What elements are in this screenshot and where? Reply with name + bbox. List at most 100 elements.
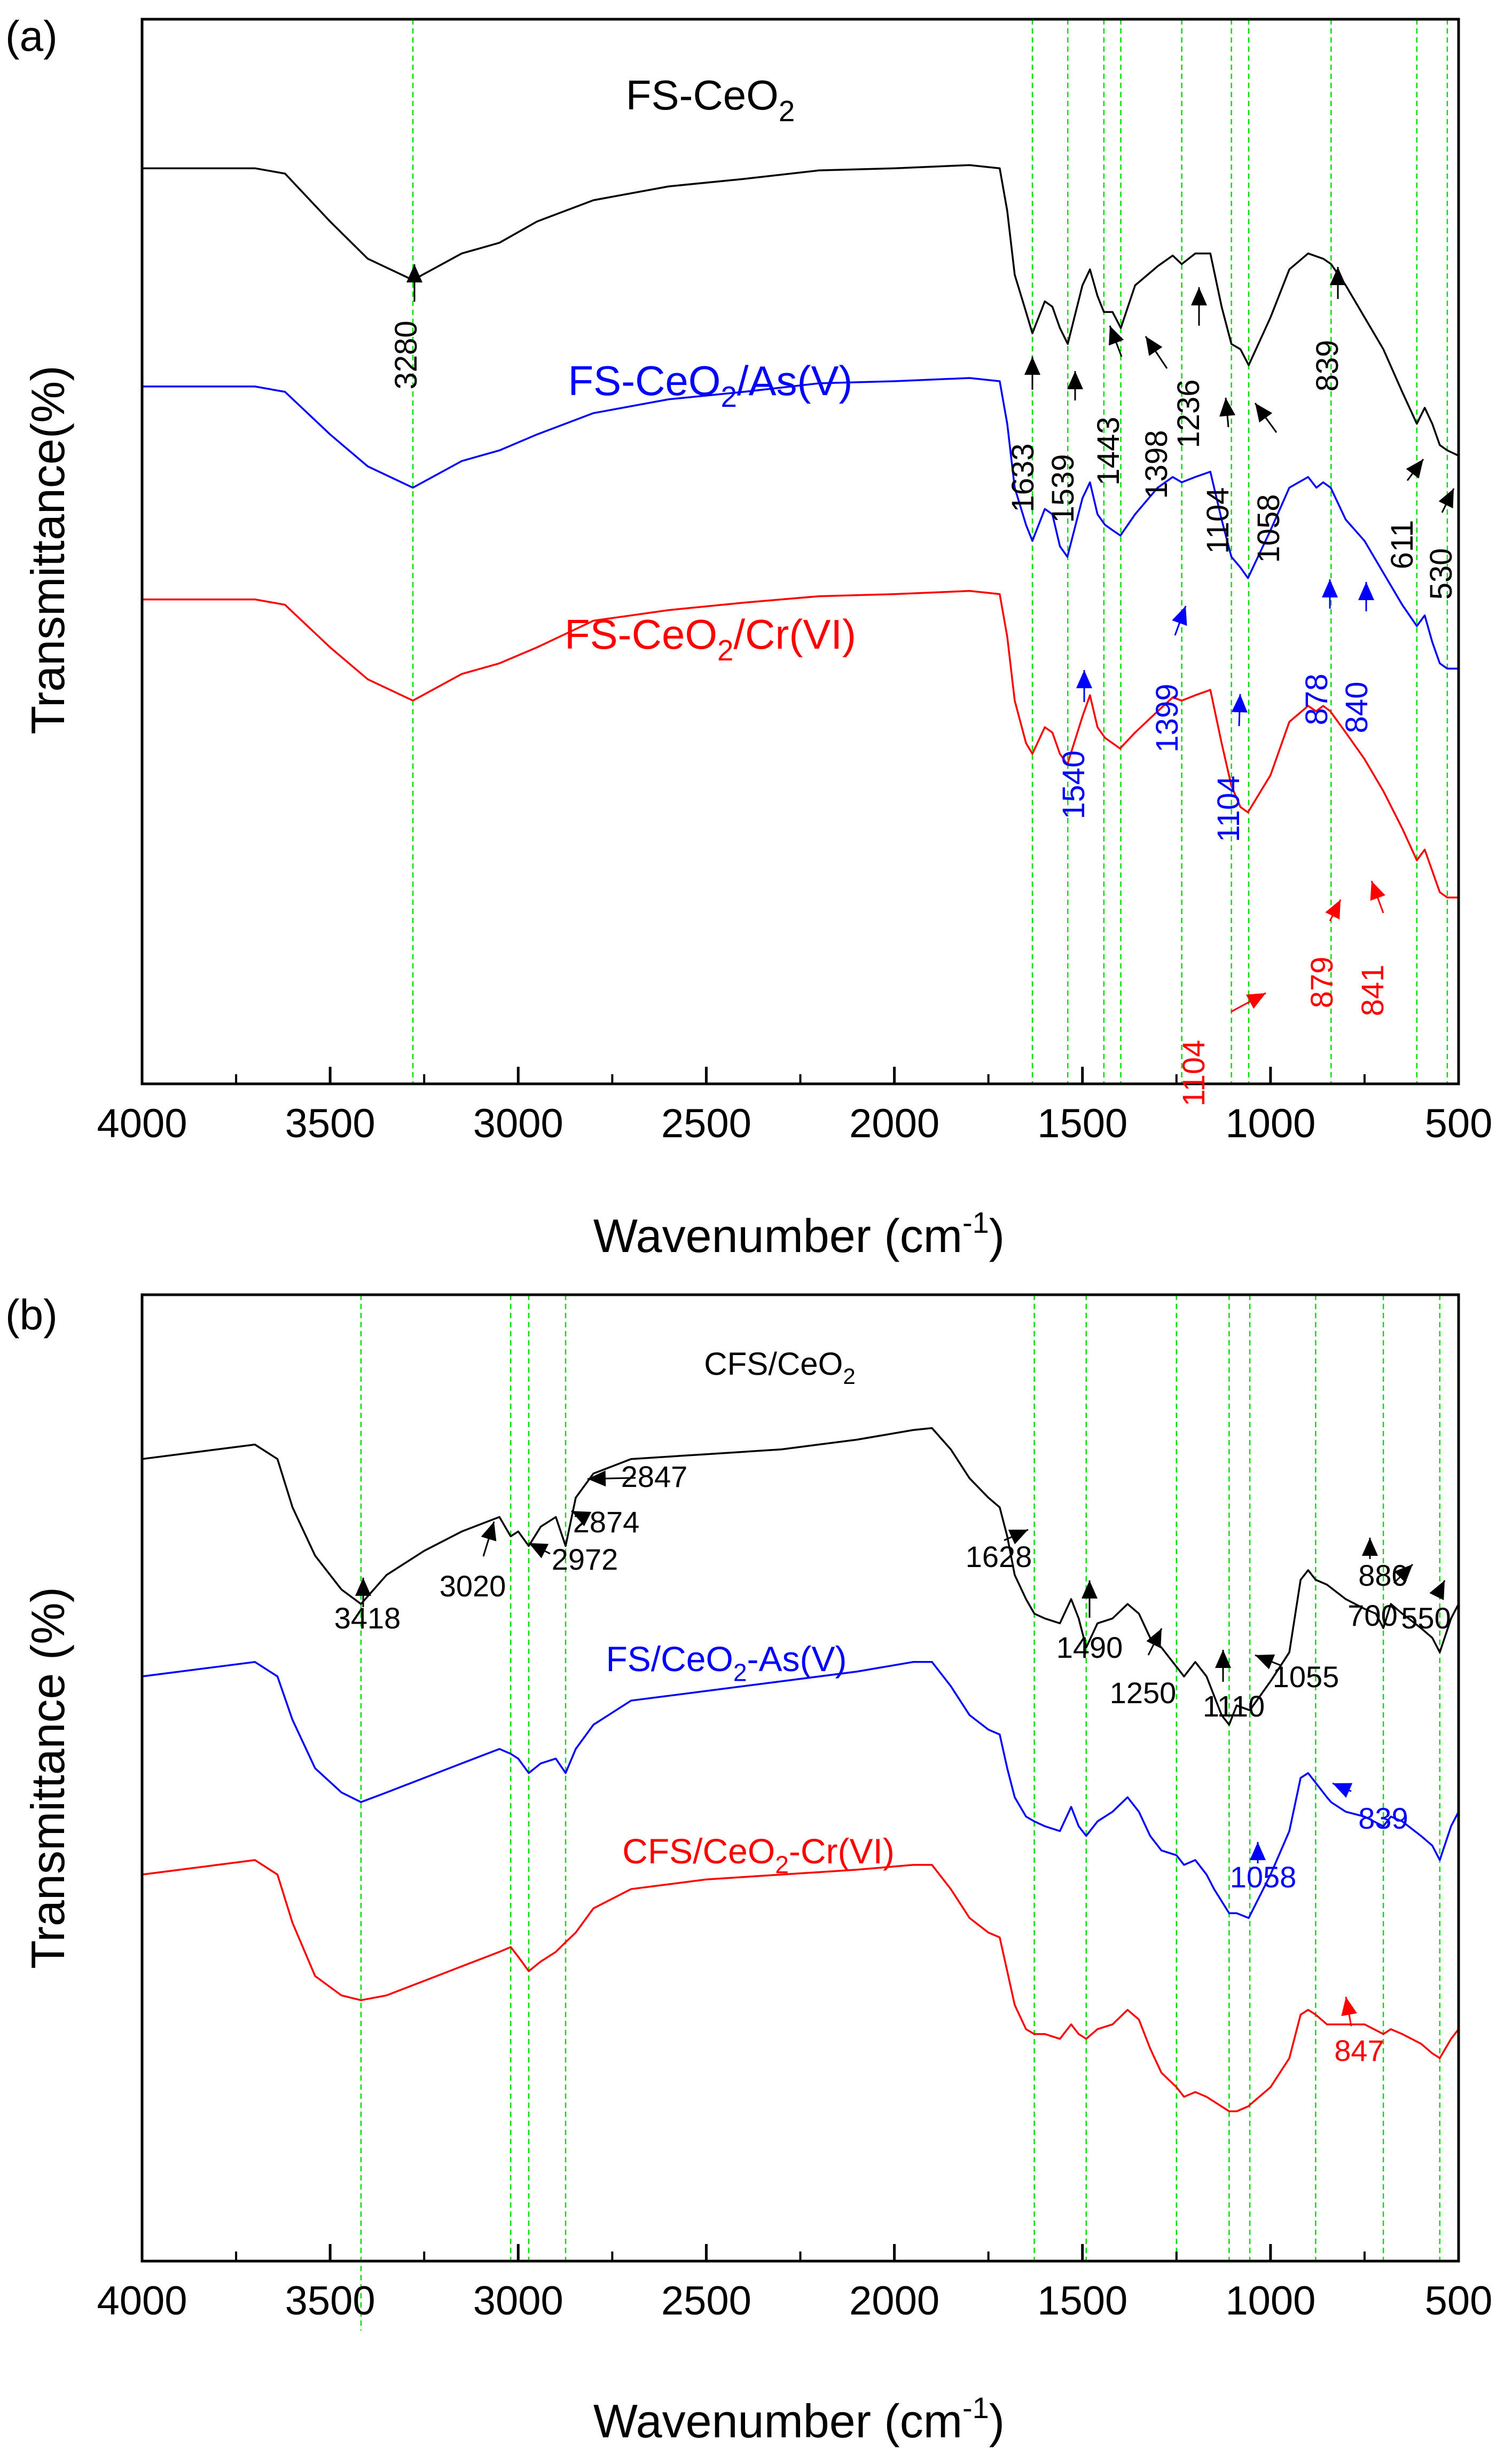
peak-arrow-head (1438, 489, 1454, 509)
x-tick-label: 2500 (661, 2278, 751, 2324)
series-label: FS-CeO2/Cr(VI) (565, 611, 856, 667)
x-axis-label: Wavenumber (cm-1) (593, 1206, 1005, 1262)
peak-label: 1399 (1150, 683, 1185, 752)
peak-arrow-head (1250, 1842, 1266, 1860)
peak-label: 839 (1310, 340, 1345, 392)
peak-arrow-head (406, 264, 422, 282)
peak-label: 1058 (1230, 1860, 1297, 1894)
peak-arrow-head (571, 1511, 592, 1526)
peak-label: 3418 (334, 1601, 401, 1635)
peak-arrow-head (481, 1522, 497, 1541)
x-tick-label: 2000 (849, 1101, 939, 1146)
x-axis: 4000 3500 3000 2500 2000 1500 1000 500 (97, 1067, 1492, 1146)
peak-label: 1058 (1251, 494, 1286, 563)
x-tick-label: 2500 (661, 1101, 751, 1146)
peak-arrow-head (1333, 1783, 1353, 1798)
peak-arrow-head (1245, 993, 1266, 1009)
peak-label: 841 (1356, 965, 1390, 1017)
peak-arrow-head (529, 1543, 549, 1558)
x-tick-label: 500 (1425, 2278, 1493, 2324)
x-tick-label: 4000 (97, 1101, 187, 1146)
y-axis-label: Transmittance (%) (21, 1587, 74, 1969)
reference-lines (360, 1295, 1441, 2331)
peak-arrow-head (1341, 1997, 1357, 2017)
peak-arrow-head (1231, 694, 1248, 713)
peak-label: 1628 (966, 1540, 1032, 1573)
panel-label: (a) (5, 12, 58, 60)
x-tick-label: 4000 (97, 2278, 187, 2324)
peak-label: 847 (1334, 2034, 1384, 2067)
peak-arrow-head (355, 1578, 371, 1596)
series-label: FS/CeO2-As(V) (606, 1639, 847, 1686)
spectrum-line (142, 1427, 1460, 1726)
peak-label: 550 (1401, 1601, 1451, 1635)
peak-label: 879 (1305, 957, 1339, 1009)
peak-label: 839 (1358, 1801, 1408, 1835)
x-tick-label: 3500 (285, 1101, 375, 1146)
peak-arrow-head (1219, 398, 1236, 417)
spectrum-line (142, 1661, 1460, 1919)
spectrum-line (142, 164, 1459, 457)
x-tick-label: 2000 (849, 2278, 939, 2324)
peak-arrow-head (1076, 670, 1092, 688)
y-axis-label: Transmittance(%) (21, 365, 74, 734)
peak-arrow-head (1370, 881, 1385, 901)
peak-label: 700 (1348, 1599, 1397, 1632)
peak-label: 2972 (552, 1542, 618, 1576)
peak-label: 1104 (1201, 487, 1235, 554)
peak-label: 840 (1339, 682, 1374, 734)
peak-arrow-head (1358, 582, 1374, 600)
peak-arrow-head (1429, 1580, 1445, 1601)
x-tick-label: 1000 (1225, 2278, 1315, 2324)
series-label: CFS/CeO2 (704, 1346, 855, 1389)
x-axis-label: Wavenumber (cm-1) (593, 2391, 1005, 2447)
peak-label: 878 (1299, 674, 1334, 726)
x-tick-label: 1500 (1037, 2278, 1127, 2324)
peak-arrow-head (1255, 403, 1273, 423)
peak-arrow-head (1146, 1628, 1162, 1649)
peak-arrow-head (1215, 1650, 1231, 1668)
peak-arrow-head (1255, 1654, 1275, 1670)
series-label: FS-CeO2 (626, 72, 795, 128)
spectrum-line (142, 1859, 1460, 2113)
peak-arrow-head (1024, 357, 1040, 375)
peak-label: 1110 (1203, 1689, 1265, 1723)
peak-arrow-head (1146, 336, 1163, 356)
x-axis: 4000 3500 3000 2500 2000 1500 1000 500 (97, 2244, 1492, 2324)
peak-arrow-head (1330, 267, 1346, 285)
peak-label: 1633 (1006, 443, 1040, 512)
peak-label: 1104 (1211, 776, 1246, 843)
panel-a: FS-CeO2 FS-CeO2/As(V) FS-CeO2/Cr(VI) 4000 35… (5, 12, 1492, 1262)
peak-arrow-head (587, 1470, 606, 1487)
peak-arrow-head (1172, 606, 1187, 626)
peak-label: 1236 (1171, 379, 1206, 448)
peak-label: 1250 (1110, 1676, 1177, 1710)
series-label: CFS/CeO2-Cr(VI) (622, 1831, 895, 1878)
peak-label: 530 (1424, 548, 1459, 600)
peak-label: 1398 (1139, 430, 1174, 499)
peak-label: 1055 (1273, 1660, 1339, 1694)
x-tick-label: 1000 (1225, 1101, 1315, 1146)
x-tick-label: 500 (1425, 1101, 1493, 1146)
peak-label: 1104 (1177, 1040, 1211, 1107)
peak-arrow-head (1322, 579, 1338, 597)
spectrum-line (142, 590, 1459, 899)
panel-label: (b) (5, 1291, 58, 1339)
peak-label: 2847 (621, 1460, 688, 1493)
peak-label: 1490 (1056, 1631, 1123, 1664)
x-tick-label: 1500 (1037, 1101, 1127, 1146)
peak-arrow-head (1325, 900, 1341, 920)
x-tick-label: 3500 (285, 2278, 375, 2324)
panel-b: CFS/CeO2 FS/CeO2-As(V) CFS/CeO2-Cr(VI) 4000… (5, 1291, 1492, 2447)
peak-label: 3280 (389, 320, 424, 389)
peak-arrow-head (1008, 1530, 1028, 1545)
x-tick-label: 3000 (473, 1101, 563, 1146)
series-label: FS-CeO2/As(V) (568, 357, 852, 413)
peak-arrow-head (1109, 326, 1124, 346)
peak-arrow-head (1394, 1564, 1413, 1583)
plot-frame (140, 1293, 1460, 2263)
peak-arrow-head (1067, 371, 1083, 389)
peak-label: 611 (1385, 520, 1420, 569)
